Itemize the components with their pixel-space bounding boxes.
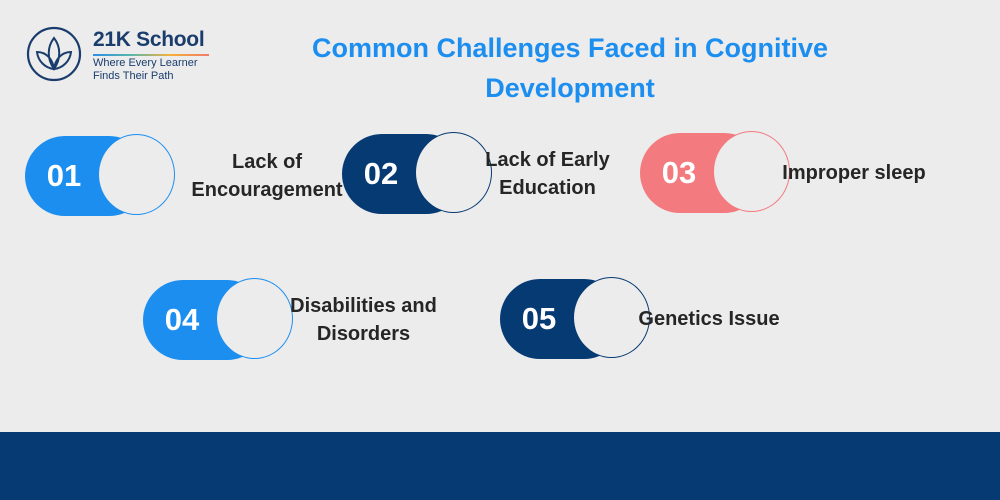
challenge-label: Genetics Issue (638, 308, 780, 330)
brand-name: 21K School (93, 28, 205, 51)
pill-circle-cutout (216, 278, 293, 359)
challenge-number: 05 (521, 301, 557, 336)
challenge-label: Lack of Early Education (485, 149, 610, 199)
challenge-number: 03 (661, 155, 697, 190)
pill-circle-cutout (415, 132, 492, 213)
challenge-label: Lack of Encouragement (191, 151, 343, 201)
brand-tagline-line-1: Where Every Learner (93, 57, 198, 69)
pill-circle-cutout (713, 131, 790, 212)
footer-band (0, 432, 1000, 500)
pill-circle-cutout (98, 134, 175, 215)
challenge-label: Disabilities and Disorders (290, 295, 437, 345)
logo: 21K School Where Every Learner Finds The… (25, 25, 225, 85)
lotus-logo-icon (26, 26, 82, 82)
challenge-number: 04 (164, 302, 200, 337)
challenge-label: Improper sleep (782, 162, 926, 184)
challenge-number: 02 (363, 156, 399, 191)
brand-color-bar (93, 54, 209, 56)
challenge-number: 01 (46, 158, 82, 193)
brand-tagline: Where Every Learner Finds Their Path (93, 57, 198, 83)
page-title: Common Challenges Faced in Cognitive Dev… (311, 33, 829, 103)
brand-tagline-line-2: Finds Their Path (93, 70, 174, 82)
pill-circle-cutout (573, 277, 650, 358)
